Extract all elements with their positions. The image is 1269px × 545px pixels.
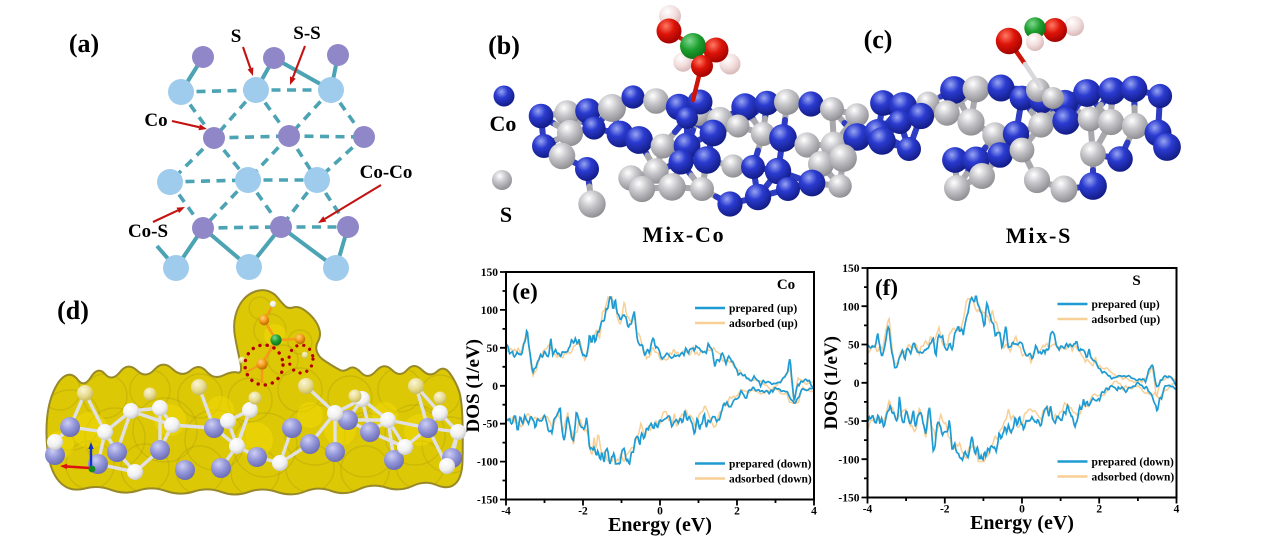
svg-text:Energy (eV): Energy (eV) [970, 512, 1074, 534]
svg-text:-100: -100 [477, 457, 498, 469]
svg-text:adsorbed (up): adsorbed (up) [1092, 314, 1161, 326]
svg-text:2: 2 [1096, 504, 1102, 516]
svg-text:50: 50 [487, 343, 499, 355]
svg-text:-2: -2 [578, 506, 588, 518]
svg-text:0: 0 [492, 381, 498, 393]
svg-text:adsorbed (up): adsorbed (up) [729, 318, 798, 330]
svg-text:2: 2 [734, 506, 740, 518]
svg-text:(b): (b) [488, 31, 520, 60]
svg-text:Mix-S: Mix-S [1006, 223, 1072, 248]
svg-text:prepared (up): prepared (up) [1092, 299, 1160, 311]
svg-text:4: 4 [1174, 504, 1180, 516]
svg-text:Co: Co [144, 110, 167, 131]
svg-text:50: 50 [848, 340, 860, 352]
svg-text:(f): (f) [875, 275, 898, 300]
svg-text:-2: -2 [940, 504, 950, 516]
svg-text:150: 150 [842, 263, 860, 275]
svg-text:prepared (down): prepared (down) [729, 459, 811, 471]
svg-text:Co-S: Co-S [128, 221, 168, 242]
svg-text:-4: -4 [501, 506, 511, 518]
svg-text:(c): (c) [864, 25, 893, 54]
svg-text:S: S [231, 26, 242, 47]
svg-text:Energy (eV): Energy (eV) [608, 514, 712, 536]
svg-text:-4: -4 [863, 504, 873, 516]
svg-text:0: 0 [854, 378, 860, 390]
svg-text:4: 4 [811, 506, 817, 518]
svg-text:S: S [1132, 273, 1140, 289]
svg-text:0: 0 [1019, 504, 1025, 516]
svg-text:DOS (1/eV): DOS (1/eV) [463, 339, 484, 432]
svg-text:Co: Co [777, 277, 795, 293]
svg-text:-150: -150 [477, 495, 498, 507]
svg-text:100: 100 [842, 301, 860, 313]
svg-text:(a): (a) [69, 29, 99, 58]
svg-text:Co: Co [490, 111, 517, 136]
svg-text:adsorbed (down): adsorbed (down) [729, 474, 812, 486]
svg-text:(d): (d) [57, 296, 89, 325]
svg-text:-150: -150 [838, 493, 859, 505]
svg-text:-100: -100 [838, 454, 859, 466]
svg-text:Co-Co: Co-Co [360, 162, 413, 183]
svg-text:0: 0 [657, 506, 663, 518]
svg-text:prepared (down): prepared (down) [1092, 457, 1174, 469]
svg-text:S-S: S-S [293, 23, 320, 44]
svg-text:adsorbed (down): adsorbed (down) [1092, 472, 1175, 484]
svg-text:S: S [500, 202, 512, 227]
svg-text:DOS (1/eV): DOS (1/eV) [821, 336, 842, 429]
svg-text:Mix-Co: Mix-Co [643, 222, 726, 247]
svg-text:100: 100 [481, 305, 499, 317]
svg-text:150: 150 [481, 267, 499, 279]
svg-text:(e): (e) [512, 279, 538, 304]
svg-text:-50: -50 [844, 416, 860, 428]
svg-text:prepared (up): prepared (up) [729, 303, 797, 315]
svg-text:-50: -50 [483, 419, 499, 431]
